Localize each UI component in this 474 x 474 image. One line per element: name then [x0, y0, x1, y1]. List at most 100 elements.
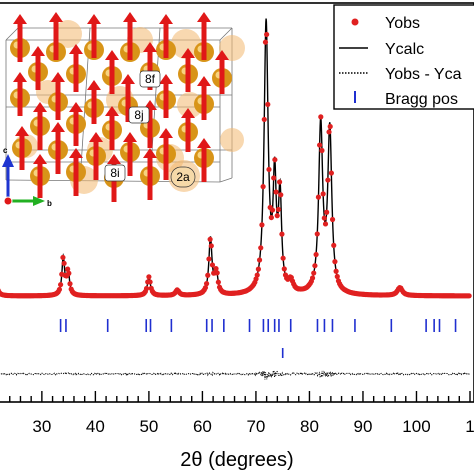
yobs-point — [209, 262, 216, 268]
yobs-point — [466, 293, 472, 299]
x-tick-label: 100 — [402, 417, 430, 436]
site-label-2a: 2a — [176, 170, 190, 184]
moment-arrow-shaft — [201, 84, 207, 120]
moment-arrow-head — [181, 48, 195, 58]
moment-arrow-shaft — [73, 156, 79, 196]
yobs-point — [273, 189, 279, 195]
difference-series — [0, 369, 471, 380]
x-tick-label: 90 — [354, 417, 373, 436]
yobs-point — [326, 129, 332, 135]
moment-arrow-head — [51, 72, 65, 82]
moment-arrow-shaft — [163, 82, 169, 118]
yobs-point — [265, 101, 271, 108]
yobs-point — [255, 266, 261, 272]
moment-arrow-shaft — [35, 54, 41, 90]
yobs-point — [60, 254, 66, 261]
moment-arrow-shaft — [91, 22, 97, 58]
magnetic-moment-arrows — [13, 12, 229, 202]
moment-arrow-head — [13, 72, 27, 82]
yobs-point — [331, 242, 337, 248]
atom-sphere-background — [54, 20, 82, 48]
yobs-point — [321, 215, 327, 221]
yobs-point — [147, 279, 153, 285]
x-tick-label: 40 — [86, 417, 105, 436]
yobs-point — [328, 170, 334, 176]
c-axis-arrowhead — [2, 154, 14, 167]
yobs-point — [325, 177, 331, 183]
site-label-box — [170, 166, 196, 188]
yobs-point — [276, 179, 283, 185]
bragg-positions-series — [59, 319, 457, 358]
yobs-point — [215, 279, 221, 285]
moment-arrow-head — [159, 74, 173, 84]
yobs-point — [314, 231, 320, 237]
legend-label-ycalc: Ycalc — [385, 41, 424, 58]
atom-sphere-background — [219, 35, 245, 61]
yobs-point — [329, 216, 336, 223]
legend-marker-yobs — [351, 18, 359, 26]
yobs-point — [203, 281, 210, 287]
moment-arrow-head — [87, 80, 101, 90]
moment-arrow-shaft — [201, 146, 207, 182]
yobs-point — [266, 166, 272, 173]
moment-arrow-shaft — [201, 20, 207, 60]
yobs-point — [320, 191, 326, 197]
x-axis: 30 40 50 60 70 80 90 100 1 — [9, 391, 474, 436]
yobs-point — [259, 222, 265, 228]
moment-arrow-head — [89, 132, 103, 142]
yobs-point — [261, 116, 267, 123]
moment-arrow-shaft — [91, 88, 97, 124]
moment-arrow-shaft — [109, 114, 115, 150]
moment-arrow-head — [69, 44, 83, 54]
moment-arrow-head — [87, 14, 101, 24]
yobs-point — [281, 266, 287, 272]
site-label-box — [104, 164, 126, 182]
x-tick-label: 70 — [246, 417, 265, 436]
yobs-point — [313, 251, 319, 258]
yobs-point — [58, 282, 64, 288]
a-axis-dot — [3, 196, 13, 206]
yobs-point — [214, 270, 220, 276]
yobs-point — [208, 243, 214, 249]
moment-arrow-head — [33, 102, 47, 112]
moment-arrow-head — [51, 122, 65, 132]
yobs-point — [327, 123, 333, 130]
yobs-point — [322, 221, 329, 227]
x-tick-label: 50 — [139, 417, 158, 436]
yobs-point — [61, 260, 67, 266]
yobs-point — [278, 192, 284, 198]
moment-arrow-head — [159, 128, 173, 138]
yobs-point — [311, 270, 317, 276]
yobs-point — [317, 142, 323, 148]
b-axis-letter: b — [47, 199, 52, 208]
yobs-point — [279, 231, 285, 237]
yobs-point — [324, 209, 330, 215]
moment-arrow-head — [69, 102, 83, 112]
moment-arrow-shaft — [127, 140, 133, 176]
yobs-point — [271, 175, 277, 181]
moment-arrow-head — [69, 148, 83, 158]
yobs-point — [262, 39, 269, 45]
moment-arrow-head — [123, 132, 137, 142]
moment-arrow-shaft — [55, 80, 61, 120]
cell-edge — [5, 27, 19, 41]
yobs-point — [205, 272, 211, 278]
yobs-point — [256, 257, 263, 263]
yobs-point — [260, 184, 266, 190]
crystal-structure-inset: 8f 8j 8i 2a c b — [2, 12, 245, 208]
x-tick-label: 30 — [32, 417, 51, 436]
yobs-series — [0, 31, 472, 299]
cell-edge — [219, 27, 233, 41]
yobs-point — [309, 275, 316, 281]
moment-arrow-shaft — [37, 110, 43, 150]
moment-arrow-head — [105, 106, 119, 116]
legend-label-yobs: Yobs — [385, 15, 420, 32]
yobs-point — [56, 286, 63, 293]
yobs-point — [143, 285, 150, 292]
moment-arrow-shaft — [147, 50, 153, 90]
moment-arrow-shaft — [53, 20, 59, 60]
site-label-8j: 8j — [134, 108, 143, 122]
yobs-point — [207, 236, 213, 242]
moment-arrow-shaft — [93, 140, 99, 180]
yobs-point — [258, 245, 264, 251]
